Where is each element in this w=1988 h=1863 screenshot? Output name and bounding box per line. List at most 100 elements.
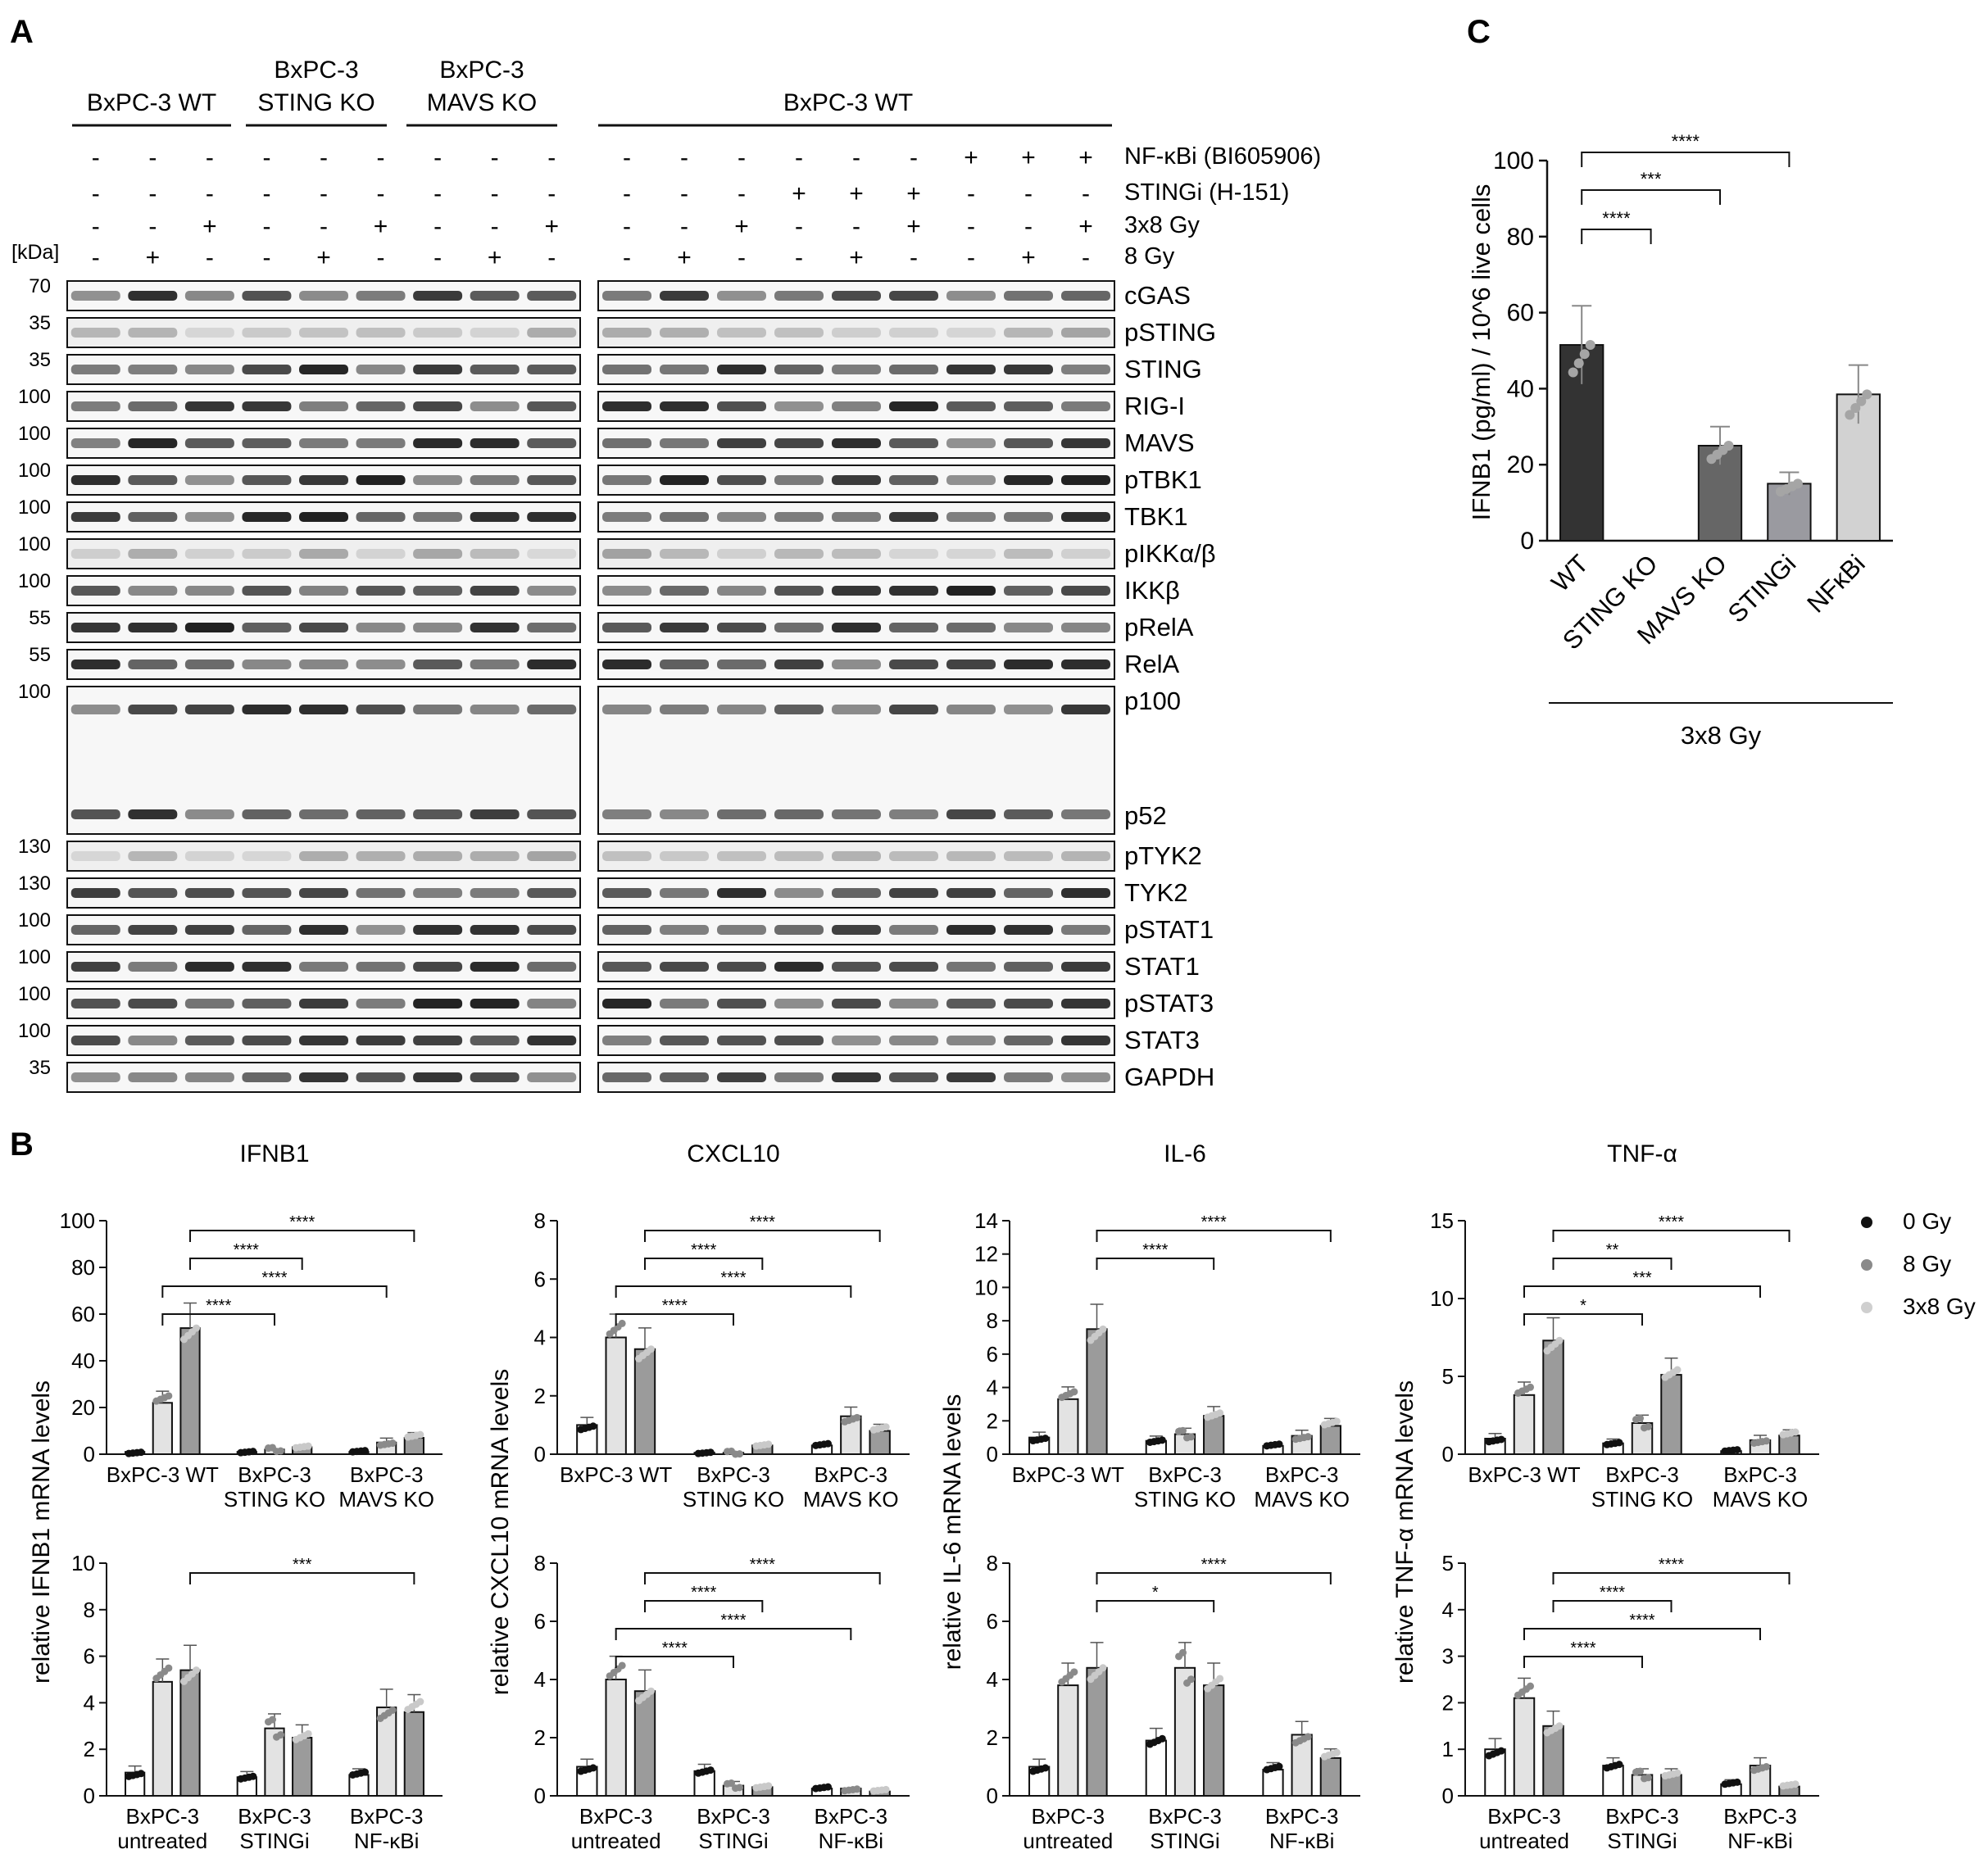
data-point [361, 1768, 369, 1776]
data-point [1216, 1675, 1224, 1683]
treatment-sign: + [1021, 244, 1036, 271]
protein-band [1004, 851, 1053, 861]
significance-bracket [1096, 1230, 1332, 1242]
significance-stars: **** [1629, 1611, 1654, 1630]
y-tick-label: 15 [1430, 1208, 1454, 1233]
significance-bracket [1096, 1600, 1215, 1612]
blot-strip [597, 538, 1115, 569]
data-point [416, 1430, 424, 1439]
blot-strip [66, 317, 581, 348]
blot-group-line1: BxPC-3 [439, 57, 524, 84]
protein-band [946, 475, 996, 485]
protein-band [128, 851, 178, 861]
protein-band [470, 705, 520, 714]
significance-bracket [189, 1572, 415, 1584]
group-label: BxPC-3 [1723, 1804, 1797, 1829]
protein-band [356, 1072, 406, 1082]
treatment-sign: - [148, 144, 157, 171]
protein-band [717, 365, 766, 374]
y-tick-label: 20 [1507, 451, 1534, 478]
protein-band [527, 1036, 577, 1045]
protein-band [1061, 705, 1110, 714]
treatment-sign: - [206, 144, 214, 171]
data-point [1332, 1748, 1341, 1756]
protein-band [889, 705, 938, 714]
data-point [1862, 389, 1872, 400]
significance-bracket [189, 1230, 415, 1242]
data-point [1070, 1668, 1078, 1676]
protein-band [832, 512, 881, 522]
kda-marker: 130 [18, 873, 51, 895]
protein-band [413, 365, 463, 374]
protein-band [1061, 1072, 1110, 1082]
protein-band [128, 586, 178, 596]
protein-band [946, 809, 996, 819]
y-tick-label: 8 [987, 1551, 998, 1575]
data-point [853, 1413, 861, 1421]
data-point [1579, 349, 1590, 360]
protein-band [946, 401, 996, 411]
protein-band [470, 291, 520, 301]
protein-band [774, 586, 824, 596]
protein-band [184, 851, 234, 861]
treatment-label: 8 Gy [1124, 243, 1175, 270]
protein-band [527, 512, 577, 522]
protein-band [413, 401, 463, 411]
protein-band [184, 438, 234, 448]
data-point [589, 1764, 597, 1772]
significance-bracket [1523, 1285, 1761, 1298]
protein-band [299, 1072, 348, 1082]
data-point [1158, 1734, 1166, 1743]
protein-band [184, 475, 234, 485]
protein-band [356, 512, 406, 522]
protein-band [184, 962, 234, 972]
bar [1542, 1339, 1564, 1456]
group-label: BxPC-3 [1265, 1462, 1339, 1487]
protein-band [660, 851, 709, 861]
treatment-sign: - [1024, 180, 1033, 207]
protein-band [889, 365, 938, 374]
protein-band [1061, 291, 1110, 301]
category-label: STINGi [1722, 549, 1802, 628]
blot-strip [597, 841, 1115, 872]
protein-band [946, 328, 996, 338]
treatment-sign: + [906, 180, 921, 207]
protein-band [413, 888, 463, 898]
y-tick-label: 0 [1442, 1442, 1454, 1466]
bar [1262, 1769, 1284, 1797]
treatment-sign: - [795, 244, 803, 271]
protein-band [889, 475, 938, 485]
protein-band [413, 1072, 463, 1082]
protein-band [470, 401, 520, 411]
protein-band [660, 623, 709, 632]
protein-band [774, 809, 824, 819]
bar [1319, 1425, 1341, 1455]
protein-band [602, 705, 651, 714]
protein-band [889, 512, 938, 522]
data-point [589, 1422, 597, 1430]
protein-band [242, 888, 292, 898]
protein-band [946, 888, 996, 898]
significance-stars: *** [1632, 1269, 1652, 1287]
protein-band [413, 512, 463, 522]
protein-band [128, 925, 178, 935]
y-tick-label: 1 [1442, 1737, 1454, 1761]
group-label: BxPC-3 [579, 1804, 653, 1829]
protein-band [128, 291, 178, 301]
protein-band [184, 401, 234, 411]
protein-label: TBK1 [1124, 502, 1188, 531]
protein-band [470, 962, 520, 972]
data-point [193, 1666, 201, 1675]
y-tick-label: 0 [1520, 528, 1534, 555]
protein-band [832, 438, 881, 448]
protein-label: p100 [1124, 687, 1181, 715]
protein-band [774, 475, 824, 485]
protein-band [660, 586, 709, 596]
protein-band [889, 549, 938, 559]
y-tick-label: 60 [71, 1302, 95, 1326]
protein-label: pSTING [1124, 318, 1216, 347]
protein-band [527, 365, 577, 374]
bar [1513, 1394, 1536, 1456]
protein-band [774, 851, 824, 861]
